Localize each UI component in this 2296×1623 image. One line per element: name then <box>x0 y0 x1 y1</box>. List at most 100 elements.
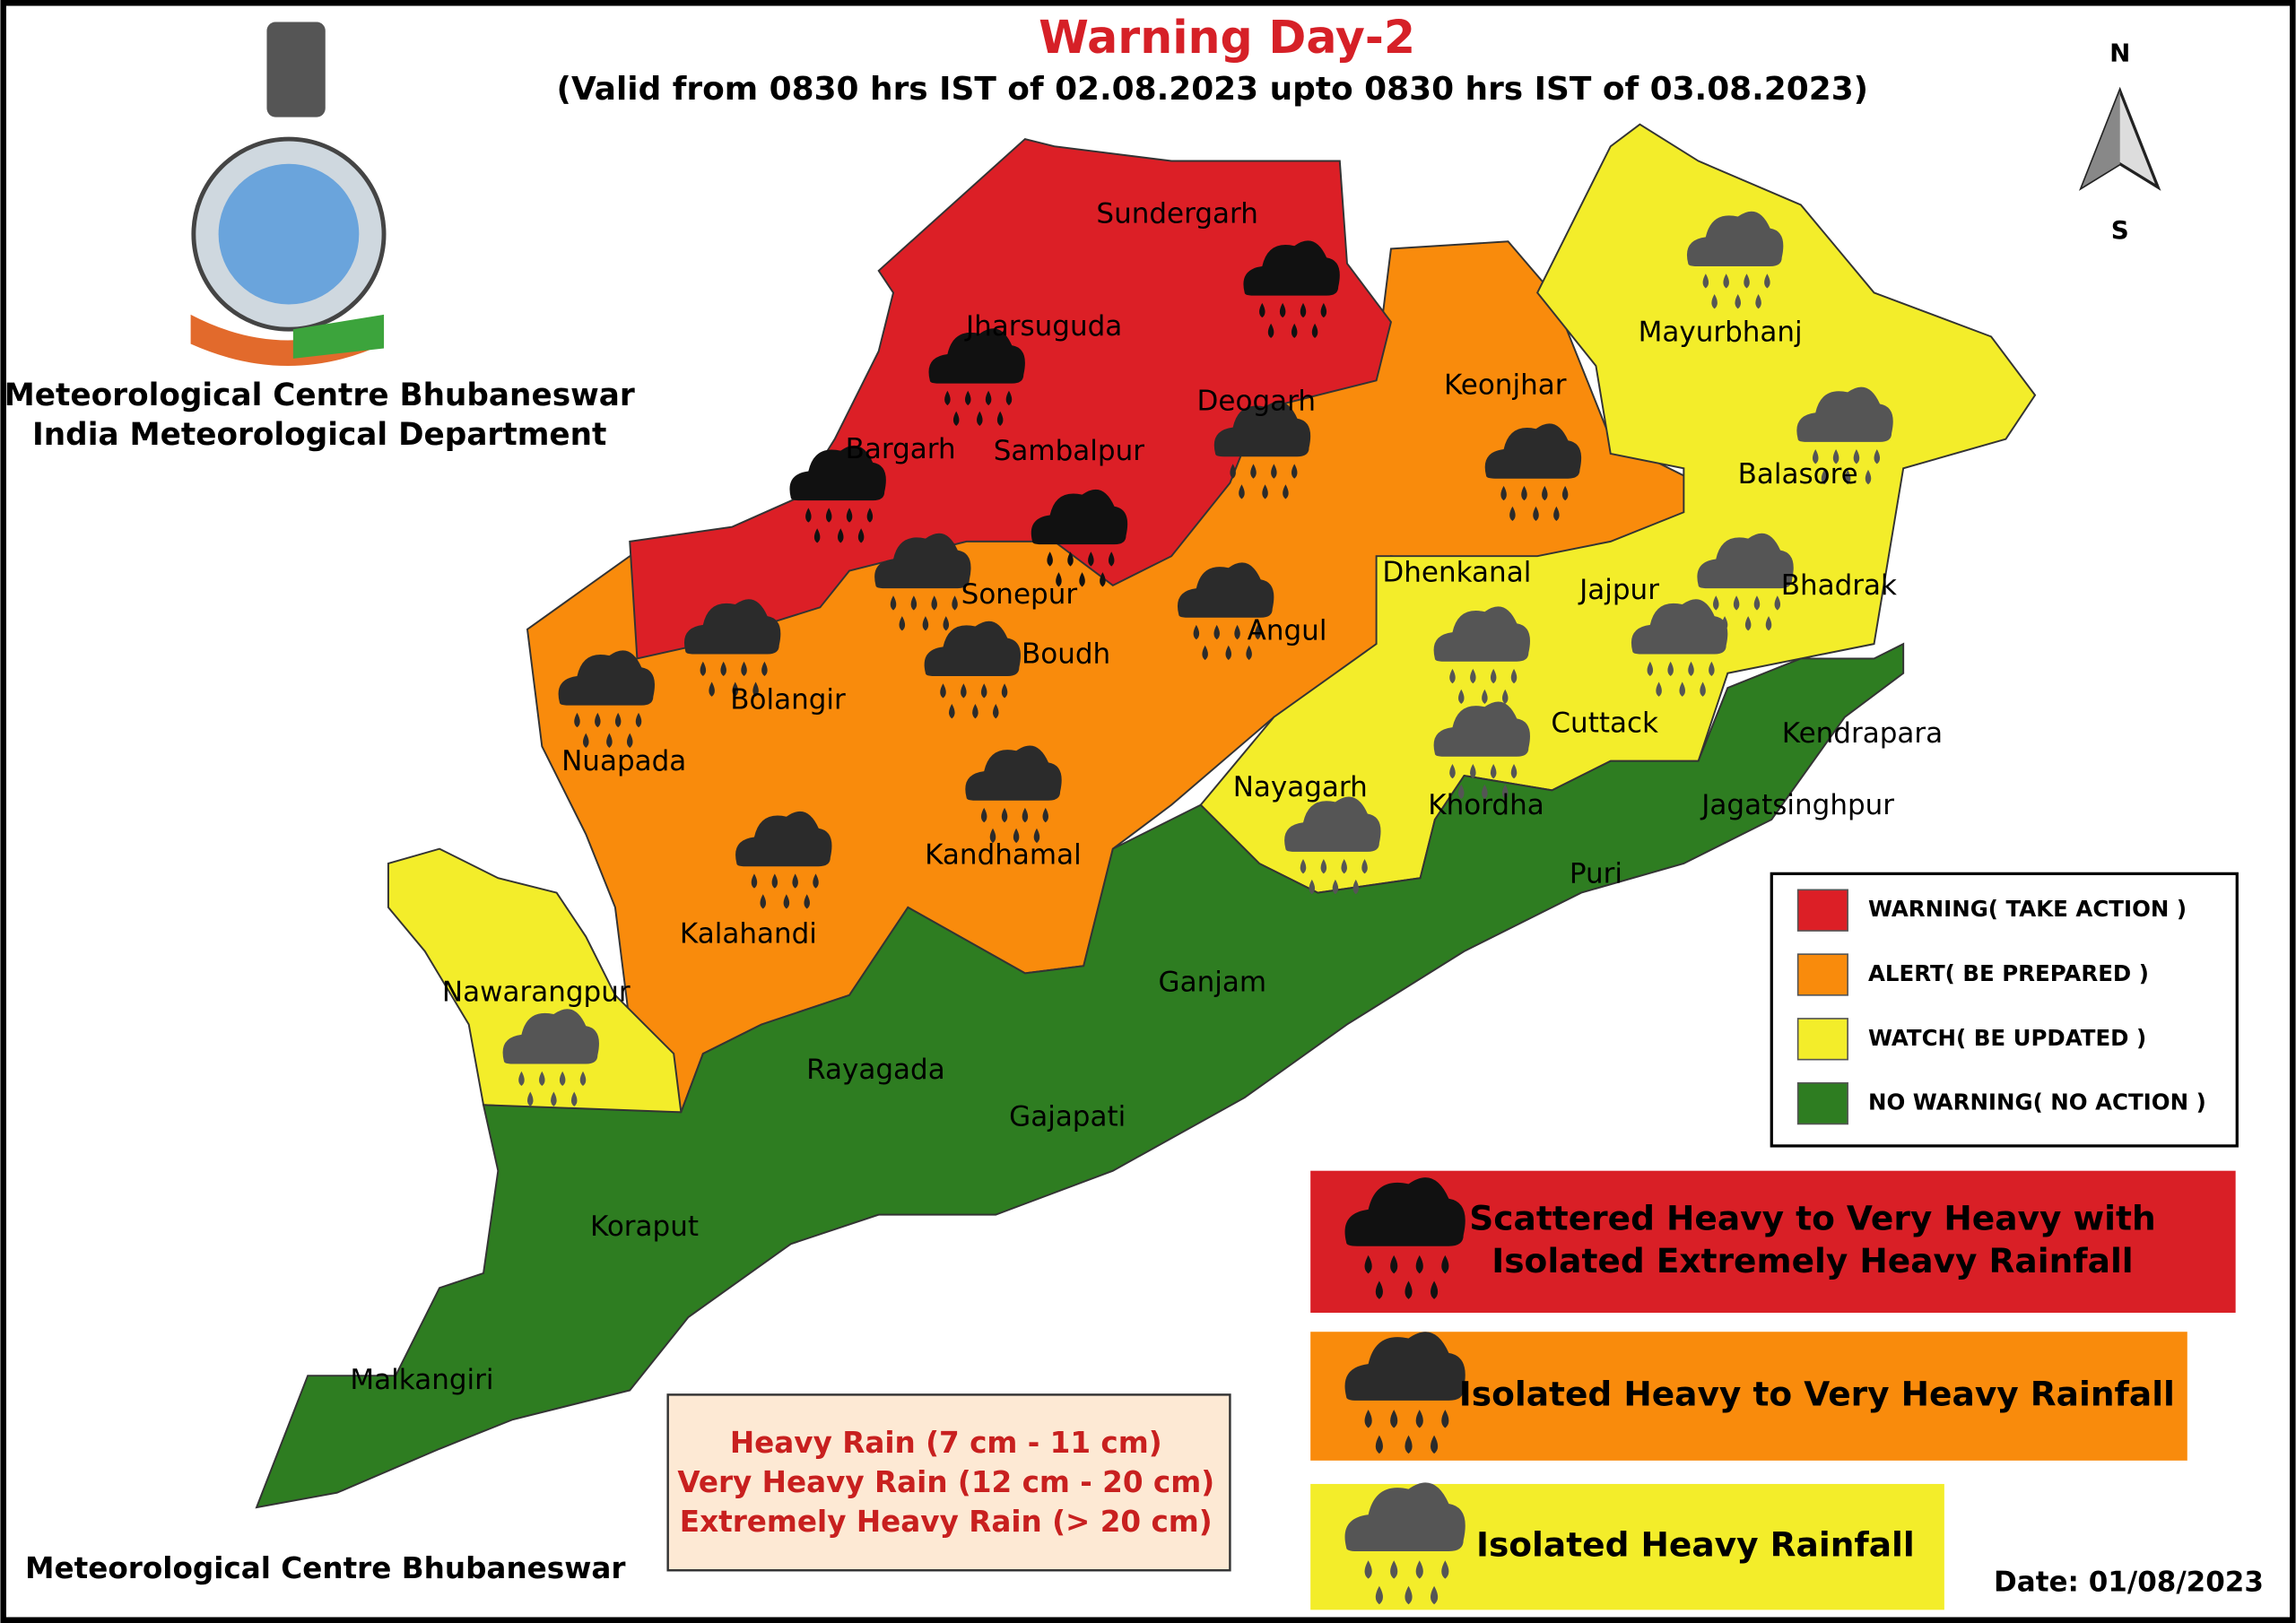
raindrop <box>1415 1410 1423 1428</box>
legend-label: WATCH( BE UPDATED ) <box>1868 1025 2146 1051</box>
rain-cloud-icon <box>1484 423 1582 522</box>
raindrop <box>813 528 821 543</box>
raindrop <box>805 508 812 523</box>
raindrop <box>1510 763 1518 779</box>
raindrop <box>1542 485 1548 501</box>
district-label: Keonjhar <box>1444 369 1567 401</box>
raindrop <box>1375 1585 1383 1605</box>
raindrop <box>1501 689 1509 705</box>
rain-cloud-icon <box>683 599 781 697</box>
raindrop <box>1709 661 1715 677</box>
cloud <box>1031 489 1128 545</box>
raindrop <box>1352 879 1360 895</box>
raindrop <box>1013 828 1020 844</box>
raindrop <box>1700 681 1706 697</box>
raindrop <box>1764 273 1770 289</box>
district-label: Kandhamal <box>925 838 1082 871</box>
legend-swatch <box>1796 1018 1848 1061</box>
raindrop <box>1390 1410 1398 1428</box>
raindrop <box>1561 485 1569 501</box>
raindrop <box>1458 689 1465 705</box>
raindrop <box>1753 595 1761 611</box>
rain-cloud-icon <box>928 328 1025 426</box>
rain-cloud-icon <box>789 445 886 543</box>
raindrop <box>857 528 865 543</box>
cloud <box>928 328 1025 384</box>
raindrop <box>1415 1254 1423 1274</box>
raindrop <box>977 411 983 426</box>
raindrop <box>1022 807 1029 823</box>
raindrop <box>1225 645 1232 661</box>
intensity-line: Extremely Heavy Rain (> 20 cm) <box>680 1505 1213 1539</box>
district-label: Nawarangpur <box>442 976 631 1009</box>
region <box>387 847 683 1114</box>
raindrop <box>1001 683 1008 699</box>
raindrop <box>1865 469 1872 485</box>
raindrop <box>922 616 929 631</box>
raindrop <box>1679 681 1685 697</box>
raindrop <box>1193 624 1200 640</box>
raindrop <box>890 595 897 611</box>
raindrop <box>1309 879 1316 895</box>
raindrop <box>771 873 778 889</box>
raindrop <box>1755 294 1761 309</box>
district-label: Khordha <box>1428 789 1544 821</box>
district-label: Nuapada <box>561 745 686 777</box>
cloud <box>1344 1332 1465 1401</box>
raindrop <box>1533 506 1539 522</box>
raindrop <box>804 894 810 909</box>
rain-cloud-icon <box>1344 1482 1465 1605</box>
raindrop <box>1361 859 1368 874</box>
raindrop <box>1259 302 1265 318</box>
raindrop <box>940 683 946 699</box>
rainfall-legend-label: Scattered Heavy to Very Heavy with <box>1469 1199 2155 1238</box>
raindrop <box>700 661 707 677</box>
cloud <box>735 811 832 867</box>
cloud <box>1686 211 1784 267</box>
raindrop <box>1647 661 1654 677</box>
raindrop <box>1441 1410 1449 1428</box>
raindrop <box>583 733 589 749</box>
district-label: Kendrapara <box>1782 717 1943 750</box>
intensity-line: Heavy Rain (7 cm - 11 cm) <box>730 1426 1162 1460</box>
cloud <box>1484 423 1582 479</box>
raindrop <box>539 1071 545 1087</box>
district-label: Gajapati <box>1009 1100 1126 1133</box>
rainfall-legend-label: Isolated Extremely Heavy Rainfall <box>1492 1241 2133 1280</box>
raindrop <box>1320 302 1327 318</box>
rain-cloud-icon <box>1433 606 1530 705</box>
raindrop <box>1405 1280 1413 1299</box>
district-label: Cuttack <box>1551 707 1658 739</box>
rain-cloud-icon <box>1686 211 1784 309</box>
raindrop <box>551 1091 557 1107</box>
raindrop <box>1279 302 1286 318</box>
raindrop <box>1390 1254 1398 1274</box>
raindrop <box>1812 449 1819 464</box>
intensity-line: Very Heavy Rain (12 cm - 20 cm) <box>677 1465 1214 1499</box>
raindrop <box>846 508 853 523</box>
cloud <box>502 1009 599 1064</box>
raindrop <box>952 411 960 426</box>
legend-label: NO WARNING( NO ACTION ) <box>1868 1089 2206 1115</box>
raindrop <box>1449 668 1456 684</box>
rain-cloud-icon <box>874 533 971 631</box>
rain-cloud-icon <box>924 621 1022 719</box>
raindrop <box>626 733 633 749</box>
raindrop <box>1262 484 1268 499</box>
raindrop <box>931 595 937 611</box>
raindrop <box>1283 484 1289 499</box>
cloud <box>683 599 781 655</box>
compass-s: S <box>2111 215 2129 245</box>
raindrop <box>720 661 726 677</box>
raindrop <box>570 1091 578 1107</box>
raindrop <box>1744 273 1750 289</box>
district-label: Bolangir <box>730 683 846 716</box>
raindrop <box>1364 1560 1372 1579</box>
raindrop <box>1005 390 1013 406</box>
raindrop <box>741 661 747 677</box>
raindrop <box>1375 1280 1383 1299</box>
raindrop <box>1375 1435 1383 1454</box>
raindrop <box>1047 551 1053 567</box>
raindrop <box>1202 645 1208 661</box>
